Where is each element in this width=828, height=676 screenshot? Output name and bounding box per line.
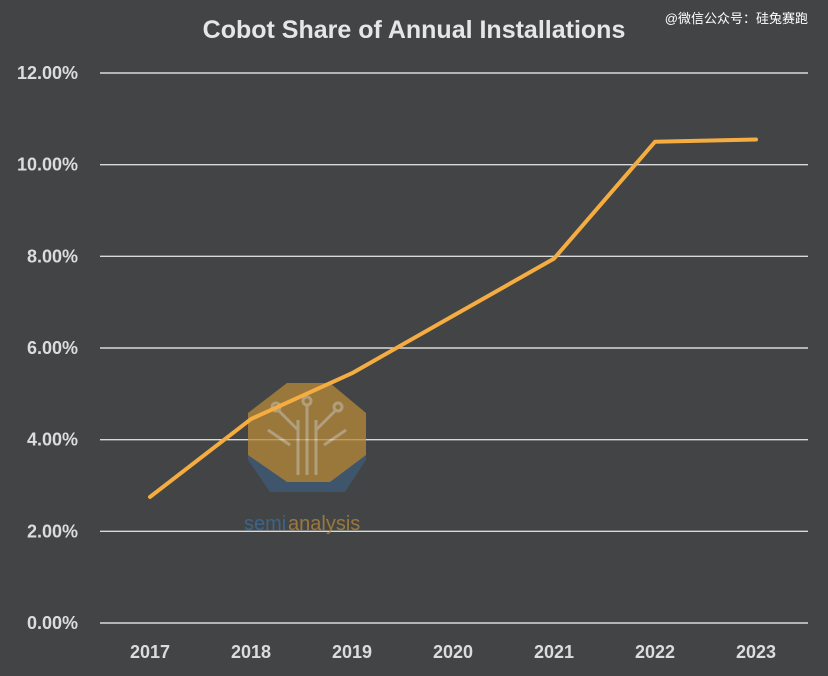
y-tick-label: 10.00% bbox=[17, 155, 78, 175]
series-line-cobot-share bbox=[148, 137, 758, 499]
x-tick-label: 2022 bbox=[635, 642, 675, 662]
logo-text-semi: semi bbox=[244, 513, 286, 535]
x-tick-label: 2020 bbox=[433, 642, 473, 662]
chart-title: Cobot Share of Annual Installations bbox=[203, 16, 626, 44]
x-tick-label: 2019 bbox=[332, 642, 372, 662]
y-tick-label: 0.00% bbox=[27, 613, 78, 633]
y-tick-label: 4.00% bbox=[27, 430, 78, 450]
x-tick-label: 2017 bbox=[130, 642, 170, 662]
watermark-text: @微信公众号：硅兔赛跑 bbox=[665, 11, 808, 26]
y-tick-label: 6.00% bbox=[27, 338, 78, 358]
y-tick-label: 8.00% bbox=[27, 246, 78, 266]
y-tick-label: 2.00% bbox=[27, 521, 78, 541]
x-axis-ticks: 2017 2018 2019 2020 2021 2022 2023 bbox=[130, 642, 776, 662]
semianalysis-logo: semi analysis bbox=[244, 383, 366, 535]
y-tick-label: 12.00% bbox=[17, 63, 78, 83]
y-axis-ticks: 0.00% 2.00% 4.00% 6.00% 8.00% 10.00% 12.00% bbox=[17, 63, 78, 633]
x-tick-label: 2023 bbox=[736, 642, 776, 662]
logo-text-analysis: analysis bbox=[288, 513, 360, 535]
x-tick-label: 2018 bbox=[231, 642, 271, 662]
grid-lines bbox=[100, 72, 808, 624]
x-tick-label: 2021 bbox=[534, 642, 574, 662]
